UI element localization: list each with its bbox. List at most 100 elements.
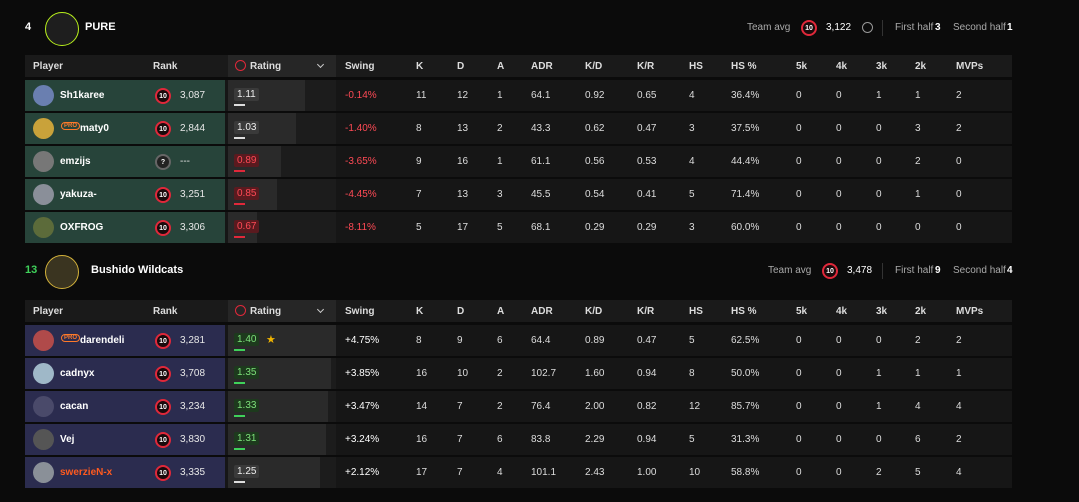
stat: 0	[796, 90, 802, 101]
team-avg-label: Team avg	[768, 265, 812, 276]
stat: 83.8	[531, 434, 551, 445]
stat: 0	[836, 189, 842, 200]
stat: 12	[689, 401, 701, 412]
first-half-label: First half	[895, 22, 934, 33]
player-name[interactable]: cacan	[60, 401, 89, 412]
player-name[interactable]: swerzieN-x	[60, 467, 113, 478]
rating-underline	[234, 349, 245, 351]
stat: 1.00	[637, 467, 657, 478]
player-cell-bg[interactable]	[25, 424, 225, 455]
stat: 0	[876, 222, 882, 233]
rating-pill: 1.03	[234, 121, 260, 134]
stat: 3	[497, 189, 503, 200]
stat: 5	[416, 222, 422, 233]
stat: 0.47	[637, 123, 657, 134]
rating-header-bg[interactable]	[228, 300, 336, 322]
stat: 6	[915, 434, 921, 445]
stat: 0	[836, 368, 842, 379]
pro-badge: PRO	[61, 122, 81, 130]
swing: +2.12%	[345, 467, 380, 478]
first-half: 9	[935, 265, 941, 276]
player-name[interactable]: emzijs	[60, 156, 91, 167]
stat: 0.65	[637, 90, 657, 101]
avatar	[33, 330, 54, 351]
stat: 1	[876, 90, 882, 101]
stat: 60.0%	[731, 222, 760, 233]
rank-badge: 10	[155, 121, 171, 137]
stat: 0	[836, 123, 842, 134]
stat: 64.1	[531, 90, 551, 101]
stat: 0.47	[637, 335, 657, 346]
team-name: PURE	[85, 21, 116, 33]
stat: 61.1	[531, 156, 551, 167]
stat: 7	[457, 467, 463, 478]
stat: 2	[497, 368, 503, 379]
stat: 101.1	[531, 467, 557, 478]
rating-header-bg[interactable]	[228, 55, 336, 77]
player-name[interactable]: Vej	[60, 434, 75, 445]
stat: 17	[457, 222, 469, 233]
column-header: ADR	[531, 306, 553, 317]
column-header: Rank	[153, 61, 178, 72]
stat: 12	[457, 90, 469, 101]
stat: 0	[876, 123, 882, 134]
rating-pill: 1.33	[234, 399, 260, 412]
stat: 0	[836, 90, 842, 101]
stat: 0.92	[585, 90, 605, 101]
stat: 2.43	[585, 467, 605, 478]
stat: 5	[689, 189, 695, 200]
elo: 3,306	[180, 222, 206, 233]
player-cell-bg[interactable]	[25, 113, 225, 144]
player-cell-bg[interactable]	[25, 80, 225, 111]
stat: 0	[956, 156, 962, 167]
rating-underline	[234, 170, 245, 172]
rank-badge: 10	[155, 88, 171, 104]
info-icon[interactable]	[862, 22, 873, 33]
player-name[interactable]: maty0	[80, 123, 109, 134]
rank-badge: 10	[155, 366, 171, 382]
player-cell-bg[interactable]	[25, 391, 225, 422]
separator	[882, 20, 883, 36]
player-name[interactable]: cadnyx	[60, 368, 95, 379]
stat: 0.94	[637, 368, 657, 379]
player-cell-bg[interactable]	[25, 146, 225, 177]
stat: 1.60	[585, 368, 605, 379]
player-name[interactable]: yakuza-	[60, 189, 97, 200]
stat: 62.5%	[731, 335, 760, 346]
player-cell-bg[interactable]	[25, 212, 225, 243]
stat: 4	[689, 156, 695, 167]
stat: 7	[416, 189, 422, 200]
elo: ---	[180, 156, 190, 167]
player-cell-bg[interactable]	[25, 457, 225, 488]
stat: 31.3%	[731, 434, 760, 445]
column-header: A	[497, 61, 505, 72]
stat: 64.4	[531, 335, 551, 346]
column-header: 3k	[876, 61, 888, 72]
stat: 0	[796, 189, 802, 200]
column-header[interactable]: Rating	[250, 306, 282, 317]
rating-pill: 1.40	[234, 333, 260, 346]
second-half: 4	[1007, 265, 1013, 276]
stat: 6	[497, 335, 503, 346]
rating-pill: 0.67	[234, 220, 260, 233]
player-cell-bg[interactable]	[25, 358, 225, 389]
column-header: MVPs	[956, 61, 984, 72]
player-cell-bg[interactable]	[25, 179, 225, 210]
stat: 2.29	[585, 434, 605, 445]
stat: 16	[416, 368, 428, 379]
player-name[interactable]: darendeli	[80, 335, 125, 346]
column-header[interactable]: Rating	[250, 61, 282, 72]
stat: 0	[836, 467, 842, 478]
stat: 10	[689, 467, 701, 478]
stat: 2.00	[585, 401, 605, 412]
rank-badge: 10	[155, 399, 171, 415]
second-half-label: Second half	[953, 265, 1006, 276]
player-cell-bg[interactable]	[25, 325, 225, 356]
player-name[interactable]: OXFROG	[60, 222, 104, 233]
rating-pill: 1.11	[234, 88, 259, 101]
avatar	[33, 184, 54, 205]
player-name[interactable]: Sh1karee	[60, 90, 105, 101]
column-header: 4k	[836, 61, 848, 72]
column-header: K	[416, 306, 424, 317]
